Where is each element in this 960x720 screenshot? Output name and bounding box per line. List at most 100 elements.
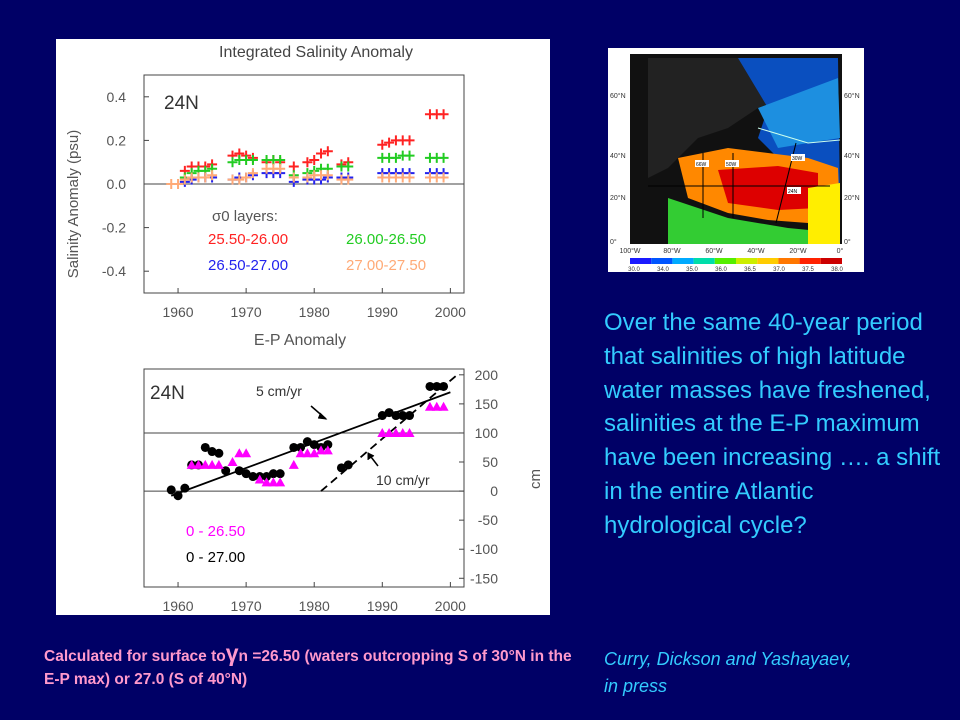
salinity-point-4 bbox=[200, 172, 211, 183]
map-lon-label: 80°W bbox=[663, 247, 681, 255]
e-p-point-triangle bbox=[302, 448, 313, 458]
salinity-point-1 bbox=[316, 148, 327, 159]
e-p-point-triangle bbox=[234, 448, 245, 458]
bottom-legend: 0 - 27.00 0 - 26.50 bbox=[186, 523, 245, 566]
e-p-point-circle bbox=[432, 381, 442, 391]
e-p-point-circle bbox=[439, 381, 449, 391]
colorbar-label: 35.0 bbox=[686, 267, 698, 272]
salinity-point-4 bbox=[302, 172, 313, 183]
salinity-point-2 bbox=[275, 155, 286, 166]
e-p-point-circle bbox=[384, 408, 394, 418]
salinity-point-1 bbox=[384, 137, 395, 148]
map-region-label: 24N bbox=[788, 189, 798, 195]
e-p-point-triangle bbox=[213, 459, 224, 469]
map-lon-label: 40°W bbox=[747, 247, 765, 255]
salinity-point-2 bbox=[390, 152, 401, 163]
map-colorbar: 30.0 34.0 35.0 36.0 36.5 37.0 37.5 38.0 bbox=[628, 258, 843, 273]
e-p-point-circle bbox=[248, 472, 258, 482]
e-p-point-circle bbox=[207, 447, 217, 457]
colorbar-segment bbox=[820, 258, 842, 264]
salinity-anomaly-chart: Integrated Salinity Anomaly 24N Salinity… bbox=[65, 44, 466, 349]
top-x-tick-label: 1960 bbox=[162, 304, 193, 320]
colorbar-label: 36.5 bbox=[744, 267, 756, 272]
map-lat-label-right: 60°N bbox=[844, 92, 860, 100]
top-y-tick-label: 0.2 bbox=[107, 132, 127, 148]
e-p-point-circle bbox=[343, 460, 353, 470]
e-p-point-triangle bbox=[268, 477, 279, 487]
bottom-y-axis-label: cm bbox=[527, 469, 544, 489]
top-x-axis-label: E-P Anomaly bbox=[254, 332, 346, 349]
colorbar-segment bbox=[672, 258, 694, 264]
e-p-point-triangle bbox=[254, 474, 265, 484]
e-p-point-circle bbox=[262, 472, 272, 482]
salinity-point-1 bbox=[288, 161, 299, 172]
e-p-point-triangle bbox=[424, 401, 435, 411]
e-p-anomaly-chart: 24N cm 5 cm/yr 10 cm/yr 0 - 27.00 0 - 26.… bbox=[143, 367, 544, 614]
colorbar-label: 34.0 bbox=[657, 267, 669, 272]
map-region-label-box bbox=[695, 160, 709, 167]
salinity-map-svg: 60°N 60°N40°N 40°N20°N 20°N0° 0°100°W 80°W 60°… bbox=[610, 54, 860, 273]
map-lat-label-right: 40°N bbox=[844, 152, 860, 160]
salinity-point-4 bbox=[207, 170, 218, 181]
bottom-axes: 200 150 100 50 0 -50 -100 -150 1960 1970 1980 1990 2… bbox=[144, 367, 498, 614]
bottom-y-tick-label: -100 bbox=[470, 541, 498, 557]
e-p-point-triangle bbox=[309, 448, 320, 458]
e-p-point-circle bbox=[398, 411, 408, 421]
bottom-y-tick-label: 150 bbox=[475, 396, 499, 412]
e-p-point-circle bbox=[268, 469, 278, 479]
e-p-point-circle bbox=[323, 440, 333, 450]
map-lat-label-left: 60°N bbox=[610, 92, 626, 100]
top-x-tick-label: 1970 bbox=[231, 304, 262, 320]
e-p-point-circle bbox=[296, 442, 306, 452]
colorbar-segment bbox=[651, 258, 673, 264]
top-x-tick-label: 1990 bbox=[367, 304, 398, 320]
e-p-point-triangle bbox=[431, 401, 442, 411]
map-salinity-maximum bbox=[718, 166, 818, 210]
top-legend-entry-1: 25.50-26.00 bbox=[208, 231, 288, 248]
citation: Curry, Dickson and Yashayaev, in press bbox=[604, 649, 852, 696]
caption: Calculated for surface toγn =26.50 (wate… bbox=[44, 642, 574, 691]
bottom-legend-entry-1: 0 - 27.00 bbox=[186, 549, 245, 566]
e-p-point-circle bbox=[289, 442, 299, 452]
e-p-point-triangle bbox=[288, 459, 299, 469]
salinity-point-4 bbox=[343, 174, 354, 185]
map-region-label: 66W bbox=[696, 162, 707, 168]
map-lat-label-left: 40°N bbox=[610, 152, 626, 160]
top-legend-entry-4: 27.00-27.50 bbox=[346, 257, 426, 274]
map-tropics bbox=[668, 198, 840, 244]
e-p-point-triangle bbox=[241, 448, 252, 458]
annotation-5cm: 5 cm/yr bbox=[256, 383, 302, 399]
e-p-point-circle bbox=[391, 411, 401, 421]
salinity-point-4 bbox=[247, 168, 258, 179]
bottom-y-tick-label: 100 bbox=[475, 425, 499, 441]
e-p-point-triangle bbox=[397, 427, 408, 437]
salinity-point-4 bbox=[438, 172, 449, 183]
bottom-panel-label: 24N bbox=[150, 383, 185, 404]
map-region-label-box bbox=[725, 160, 739, 167]
top-y-tick-label: 0.0 bbox=[107, 176, 127, 192]
map-lon-label: 20°W bbox=[789, 247, 807, 255]
colorbar-segment bbox=[778, 258, 800, 264]
salinity-point-4 bbox=[173, 179, 184, 189]
top-legend-entry-2: 26.00-26.50 bbox=[346, 231, 426, 248]
map-labels: 60°N 60°N40°N 40°N20°N 20°N0° 0°100°W 80°W 60°… bbox=[610, 92, 860, 255]
top-chart-title: Integrated Salinity Anomaly bbox=[219, 44, 413, 61]
colorbar-segment bbox=[736, 258, 758, 264]
figure-panel: Integrated Salinity Anomaly 24N Salinity… bbox=[56, 39, 550, 615]
e-p-point-triangle bbox=[295, 448, 306, 458]
colorbar-segment bbox=[714, 258, 736, 264]
top-axes: 0.4 0.2 0.0 -0.2 -0.4 1960 1970 1980 1990 2000 bbox=[102, 89, 466, 320]
colorbar-label: 38.0 bbox=[831, 267, 843, 272]
salinity-point-1 bbox=[438, 109, 449, 120]
top-marks bbox=[166, 109, 449, 189]
e-p-point-triangle bbox=[186, 459, 197, 469]
caption-gamma-symbol: γ bbox=[225, 640, 239, 666]
e-p-point-circle bbox=[336, 463, 346, 473]
salinity-point-4 bbox=[179, 174, 190, 185]
map-lon-label: 60°W bbox=[705, 247, 723, 255]
e-p-point-circle bbox=[425, 381, 435, 391]
e-p-point-circle bbox=[405, 411, 415, 421]
e-p-point-triangle bbox=[275, 477, 286, 487]
e-p-point-circle bbox=[309, 440, 319, 450]
salinity-point-2 bbox=[227, 157, 238, 168]
